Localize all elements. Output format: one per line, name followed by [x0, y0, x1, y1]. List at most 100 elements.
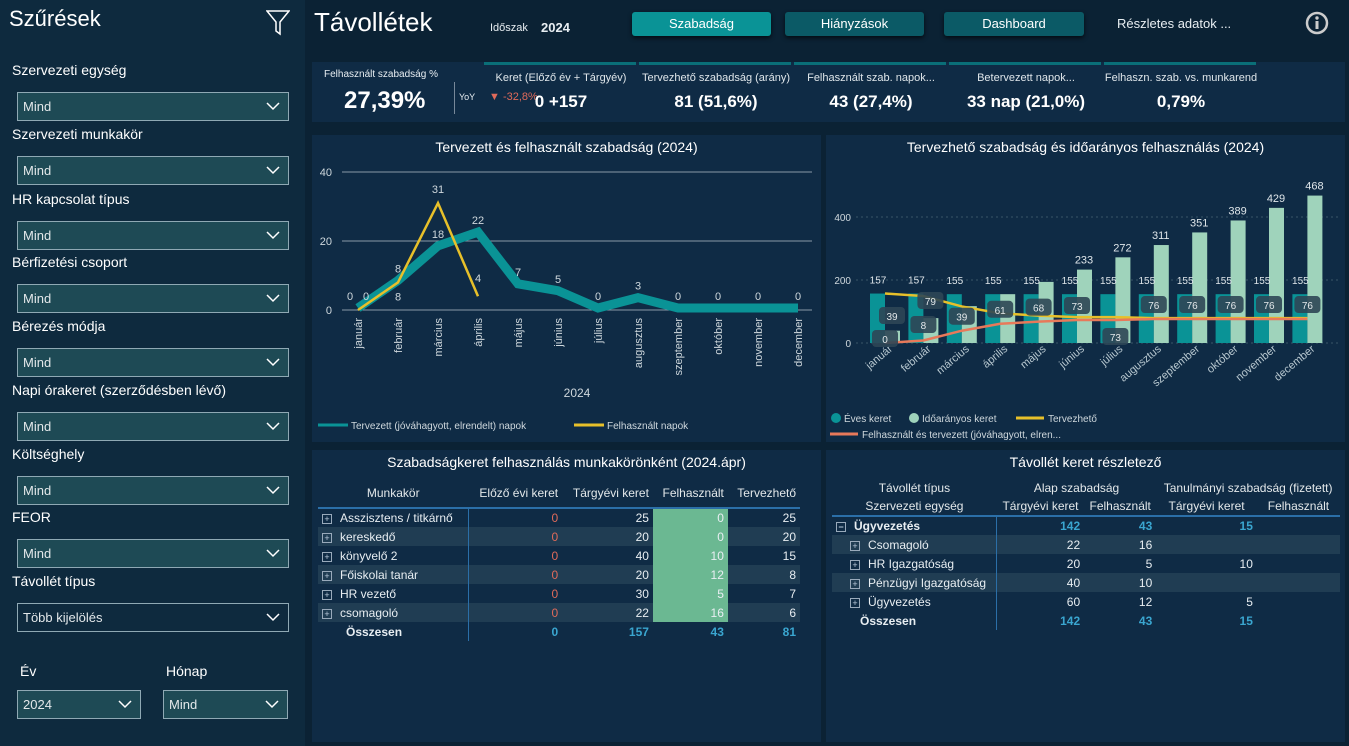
- filter-label: Szervezeti munkakör: [12, 126, 143, 142]
- x-tick-label: március: [935, 343, 973, 377]
- filter-dropdown[interactable]: Mind: [17, 348, 289, 377]
- filter-dropdown[interactable]: Mind: [17, 476, 289, 505]
- label-box: [1102, 328, 1129, 345]
- absence-table-panel: Távollét keret részletező Távollét típus…: [826, 450, 1345, 742]
- expand-icon[interactable]: +: [322, 551, 332, 562]
- details-link[interactable]: Részletes adatok ...: [1117, 16, 1232, 31]
- column-header[interactable]: Felhasznált: [662, 485, 724, 500]
- yoy-number: -32,8%: [502, 91, 538, 103]
- cell: 10: [1239, 556, 1253, 571]
- cell: [1257, 516, 1340, 535]
- legend-label: Felhasznált és tervezett (jóváhagyott, e…: [862, 430, 1061, 441]
- cell: 81: [782, 624, 796, 639]
- filter-dropdown[interactable]: Mind: [17, 221, 289, 250]
- cell: HR vezető: [340, 586, 397, 601]
- filter-dropdown[interactable]: Mind: [17, 92, 289, 121]
- label-box: [1217, 296, 1244, 314]
- cell: [1256, 535, 1340, 554]
- data-label: 0: [795, 291, 801, 303]
- cell: 20: [1066, 556, 1081, 571]
- kpi-card-label: Tervezhető szabadság (arány): [642, 72, 790, 84]
- filter-dropdown[interactable]: Mind: [17, 284, 289, 313]
- expand-icon[interactable]: +: [850, 559, 860, 570]
- column-header[interactable]: Távollét típus: [878, 480, 951, 495]
- kpi-card-value: 43 (27,4%): [829, 92, 913, 111]
- label-box: [879, 307, 905, 324]
- collapse-icon[interactable]: −: [836, 522, 846, 532]
- data-label: 61: [995, 306, 1007, 317]
- expand-icon[interactable]: +: [322, 570, 332, 581]
- expand-icon[interactable]: +: [322, 589, 332, 600]
- label-box: [1140, 296, 1167, 314]
- hianyzasok-button[interactable]: Hiányzások: [785, 12, 924, 36]
- table-row: + Ügyvezetés 60 12 5: [832, 592, 1340, 611]
- chevron-down-icon: [266, 358, 280, 367]
- cell: 0: [551, 511, 559, 525]
- cell: 30: [635, 586, 649, 601]
- dropdown-value: Mind: [23, 163, 52, 178]
- cell: Pénzügyi Igazgatóság: [868, 575, 987, 590]
- x-tick-label: július: [1098, 343, 1126, 369]
- month-value: Mind: [169, 697, 198, 712]
- column-header[interactable]: Felhasznált: [1267, 499, 1330, 513]
- expand-icon[interactable]: +: [850, 540, 860, 551]
- expand-icon[interactable]: +: [322, 532, 332, 543]
- table-row: − Ügyvezetés 142 43 15: [832, 516, 1340, 535]
- data-label: 8: [921, 321, 927, 332]
- dropdown-value: Mind: [23, 291, 52, 306]
- filter-dropdown[interactable]: Mind: [17, 539, 289, 568]
- filter-label: FEOR: [12, 509, 51, 525]
- cell: 20: [562, 527, 653, 546]
- data-label: 73: [1071, 302, 1083, 313]
- filter-dropdown[interactable]: Mind: [17, 412, 289, 441]
- label-box: [987, 300, 1014, 318]
- cell: [1156, 535, 1257, 554]
- cell: 0: [551, 624, 559, 639]
- filter-dropdown[interactable]: Több kijelölés: [17, 603, 289, 632]
- expand-icon[interactable]: +: [322, 514, 332, 524]
- dropdown-value: Mind: [23, 483, 52, 498]
- column-header[interactable]: Tárgyévi keret: [1002, 499, 1079, 513]
- expand-icon[interactable]: +: [850, 597, 860, 608]
- x-tick-label: április: [473, 318, 485, 347]
- column-header[interactable]: Szervezeti egység: [865, 499, 964, 513]
- data-label: 76: [1148, 301, 1160, 312]
- filter-icon[interactable]: [266, 10, 290, 36]
- cell: 15: [1239, 613, 1253, 628]
- info-icon[interactable]: [1305, 11, 1329, 35]
- column-header[interactable]: Munkakör: [366, 485, 420, 500]
- x-tick-label: május: [1018, 343, 1049, 371]
- absence-table: Távollét típus Alap szabadság Tanulmányi s…: [832, 478, 1340, 630]
- cell: 0: [652, 508, 728, 527]
- filter-label: Napi órakeret (szerződésben lévő): [12, 382, 226, 398]
- x-tick-label: december: [793, 318, 805, 367]
- filter-dropdown[interactable]: Mind: [17, 156, 289, 185]
- expand-icon[interactable]: +: [850, 578, 860, 589]
- cell: Ügyvezetés: [868, 594, 931, 609]
- table-row: + kereskedő 0 20 0 20: [318, 527, 800, 546]
- cell: 157: [628, 624, 649, 639]
- cell: [1257, 592, 1340, 611]
- x-tick-label: december: [1272, 343, 1317, 384]
- series-line-0: [355, 226, 798, 313]
- cell: 20: [562, 565, 653, 584]
- month-dropdown[interactable]: Mind: [163, 690, 288, 719]
- column-header[interactable]: Tervezhető: [737, 485, 796, 500]
- dashboard-button[interactable]: Dashboard: [944, 12, 1084, 36]
- expand-icon[interactable]: +: [322, 608, 332, 619]
- table-row: + csomagoló 0 22 16 6: [318, 603, 800, 622]
- cell: 142: [1060, 613, 1081, 628]
- job-table: Munkakör Előző évi keret Tárgyévi keret Fel…: [318, 478, 800, 641]
- year-dropdown[interactable]: 2024: [17, 690, 141, 719]
- y-tick-label: 200: [834, 276, 851, 287]
- column-header[interactable]: Előző évi keret: [479, 485, 559, 500]
- column-header[interactable]: Felhasznált: [1089, 499, 1151, 513]
- cell: Összesen: [318, 622, 469, 641]
- column-header[interactable]: Tárgyévi keret: [572, 485, 649, 500]
- down-triangle-icon: ▼: [489, 91, 503, 103]
- x-tick-label: február: [393, 318, 405, 353]
- data-label: 39: [886, 312, 898, 323]
- szabadsag-button[interactable]: Szabadság: [632, 12, 771, 36]
- kpi-card-value: 81 (51,6%): [674, 92, 758, 111]
- column-header[interactable]: Tárgyévi keret: [1168, 499, 1245, 513]
